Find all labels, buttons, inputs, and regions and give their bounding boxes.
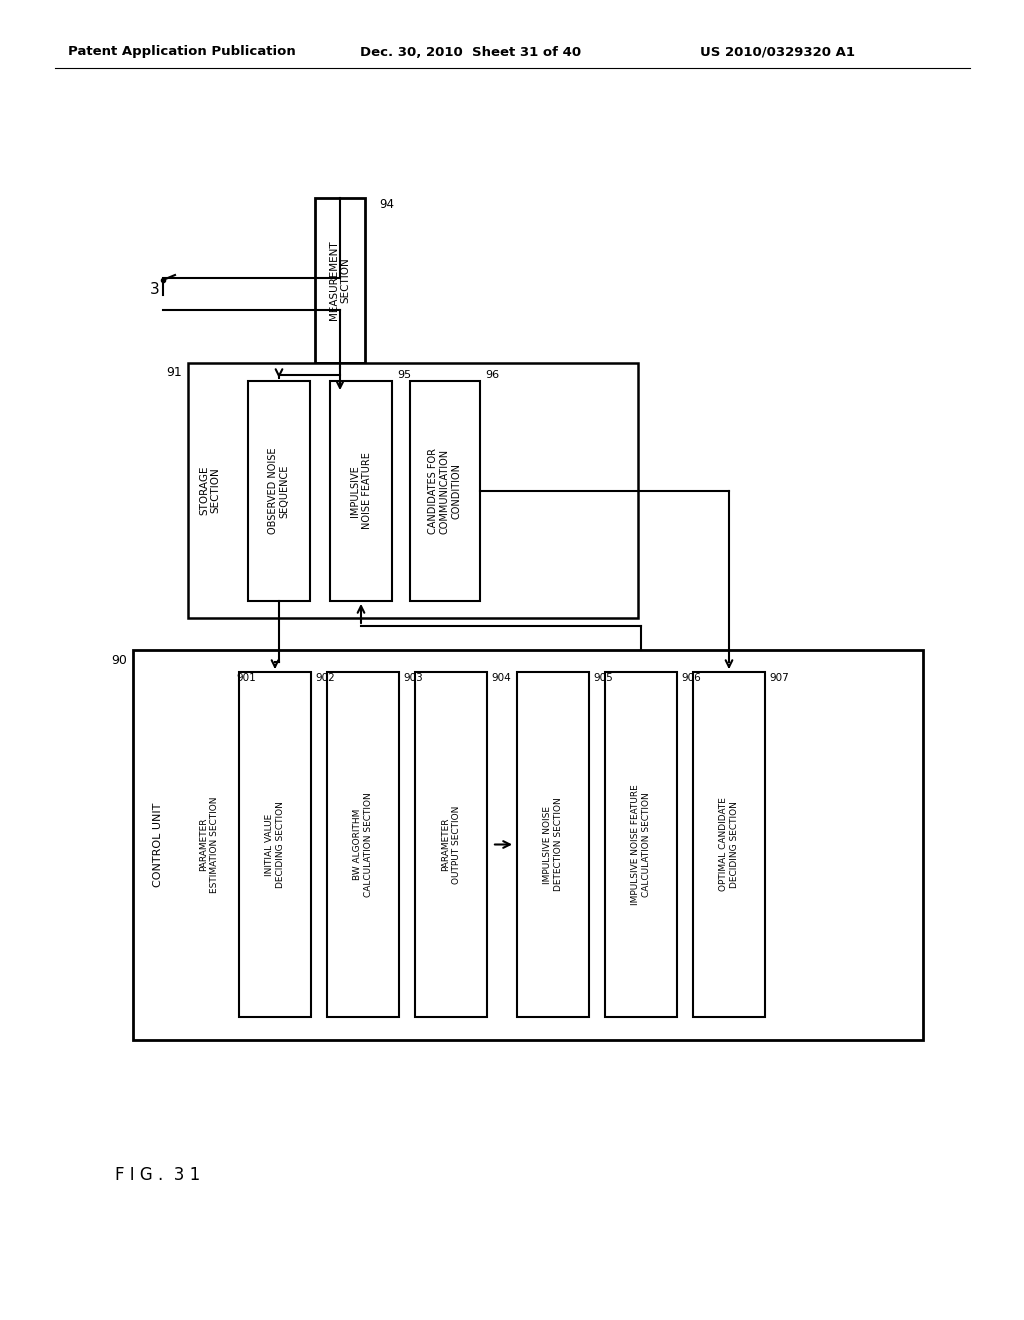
Text: IMPULSIVE NOISE
DETECTION SECTION: IMPULSIVE NOISE DETECTION SECTION (544, 797, 563, 891)
Bar (188, 363, 638, 618)
Text: INITIAL VALUE
DECIDING SECTION: INITIAL VALUE DECIDING SECTION (265, 801, 285, 888)
Text: 903: 903 (403, 673, 423, 682)
Text: CONTROL UNIT: CONTROL UNIT (153, 803, 163, 887)
Text: 91: 91 (166, 367, 182, 380)
Text: STORAGE
SECTION: STORAGE SECTION (200, 466, 221, 515)
Text: IMPULSIVE
NOISE FEATURE: IMPULSIVE NOISE FEATURE (350, 453, 372, 529)
Bar (330, 381, 392, 601)
Bar (239, 672, 311, 1016)
Text: 96: 96 (485, 370, 499, 380)
Text: Patent Application Publication: Patent Application Publication (68, 45, 296, 58)
Bar (693, 672, 765, 1016)
Text: OPTIMAL CANDIDATE
DECIDING SECTION: OPTIMAL CANDIDATE DECIDING SECTION (719, 797, 738, 891)
Bar (415, 672, 487, 1016)
Bar (133, 649, 923, 1040)
Bar (410, 381, 480, 601)
Text: PARAMETER
ESTIMATION SECTION: PARAMETER ESTIMATION SECTION (200, 796, 219, 892)
Text: 95: 95 (397, 370, 411, 380)
Text: 90: 90 (111, 653, 127, 667)
Text: OBSERVED NOISE
SEQUENCE: OBSERVED NOISE SEQUENCE (268, 447, 290, 535)
Text: PARAMETER
OUTPUT SECTION: PARAMETER OUTPUT SECTION (441, 805, 461, 883)
Text: 902: 902 (315, 673, 335, 682)
Text: 904: 904 (490, 673, 511, 682)
Bar (605, 672, 677, 1016)
Text: 906: 906 (681, 673, 700, 682)
Text: CANDIDATES FOR
COMMUNICATION
CONDITION: CANDIDATES FOR COMMUNICATION CONDITION (428, 447, 462, 535)
Bar (248, 381, 310, 601)
Text: IMPULSIVE NOISE FEATURE
CALCULATION SECTION: IMPULSIVE NOISE FEATURE CALCULATION SECT… (632, 784, 650, 906)
Text: 905: 905 (593, 673, 612, 682)
Text: 3: 3 (151, 282, 160, 297)
Text: Dec. 30, 2010  Sheet 31 of 40: Dec. 30, 2010 Sheet 31 of 40 (360, 45, 582, 58)
Text: F I G .  3 1: F I G . 3 1 (115, 1166, 201, 1184)
Bar (315, 198, 365, 363)
Text: US 2010/0329320 A1: US 2010/0329320 A1 (700, 45, 855, 58)
Text: 901: 901 (236, 673, 256, 682)
Bar (517, 672, 589, 1016)
Text: 94: 94 (380, 198, 394, 210)
Bar (327, 672, 399, 1016)
Text: MEASUREMENT
SECTION: MEASUREMENT SECTION (329, 240, 351, 321)
Text: BW ALGORITHM
CALCULATION SECTION: BW ALGORITHM CALCULATION SECTION (353, 792, 373, 896)
Text: 907: 907 (769, 673, 788, 682)
